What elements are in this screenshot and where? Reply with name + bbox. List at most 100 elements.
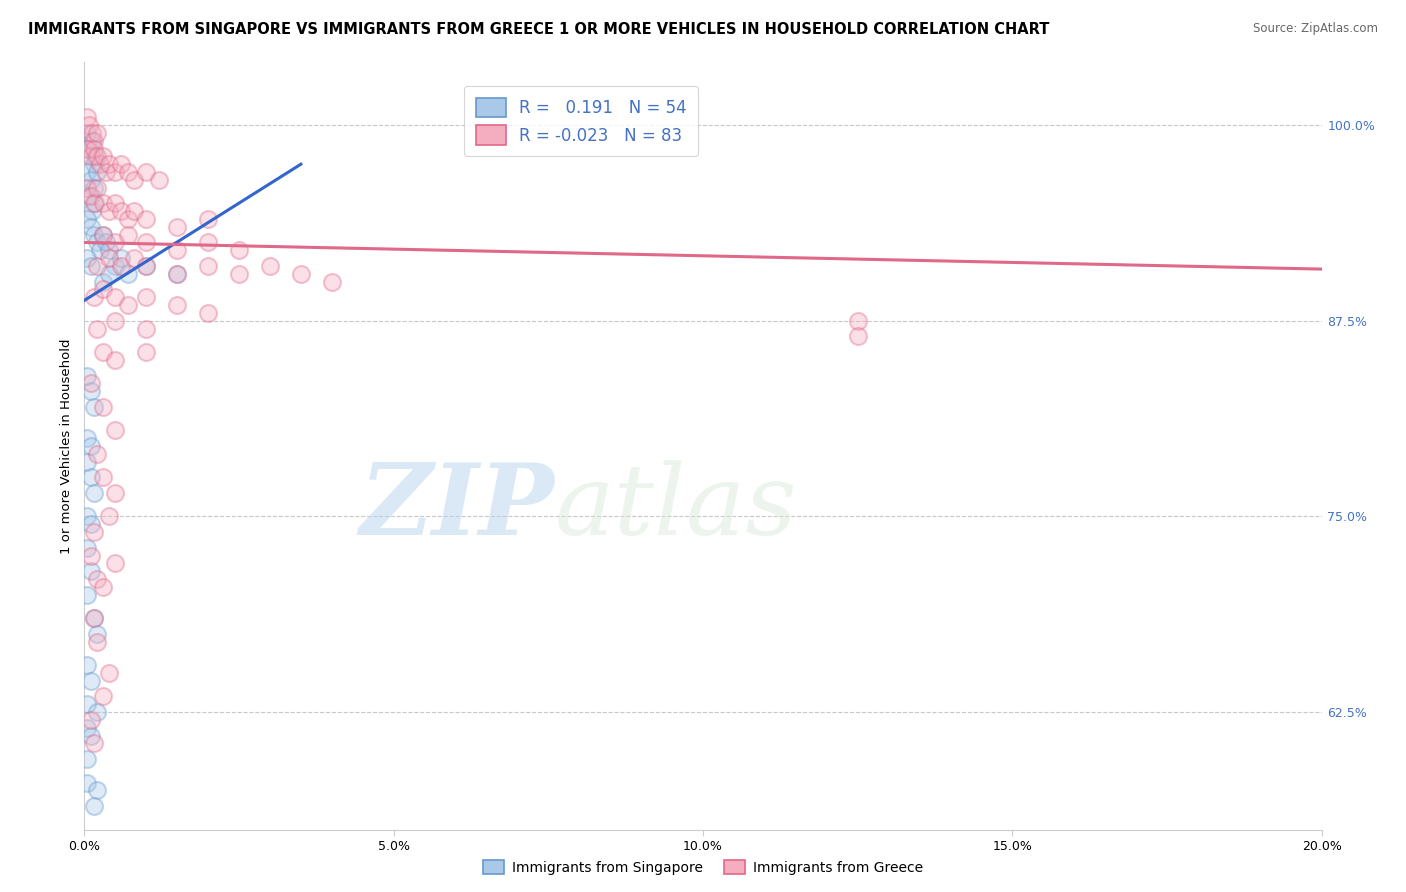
Point: [104, 352, 127, 367]
Legend: R =   0.191   N = 54, R = -0.023   N = 83: R = 0.191 N = 54, R = -0.023 N = 83: [464, 87, 699, 156]
Point: [166, 267, 188, 281]
Point: [79, 517, 101, 532]
Point: [83, 611, 105, 625]
Point: [110, 259, 132, 273]
Point: [76, 752, 98, 766]
Point: [98, 267, 121, 281]
Point: [110, 204, 132, 219]
Point: [104, 235, 127, 250]
Point: [117, 267, 139, 281]
Point: [80, 134, 103, 148]
Point: [79, 564, 101, 578]
Point: [79, 376, 101, 391]
Point: [76, 165, 98, 179]
Point: [98, 157, 121, 171]
Point: [79, 673, 101, 688]
Point: [197, 259, 219, 273]
Point: [76, 251, 98, 265]
Point: [83, 157, 105, 171]
Text: atlas: atlas: [554, 459, 797, 555]
Point: [76, 142, 98, 156]
Point: [79, 188, 101, 202]
Point: [76, 431, 98, 445]
Point: [228, 267, 250, 281]
Point: [91, 196, 114, 211]
Point: [86, 634, 108, 648]
Point: [76, 509, 98, 524]
Point: [83, 400, 105, 414]
Point: [122, 173, 145, 187]
Point: [104, 486, 127, 500]
Point: [86, 180, 108, 194]
Point: [98, 509, 121, 524]
Point: [117, 227, 139, 242]
Point: [79, 259, 101, 273]
Point: [91, 690, 114, 704]
Point: [166, 219, 188, 234]
Point: [135, 212, 157, 227]
Point: [110, 251, 132, 265]
Point: [83, 180, 105, 194]
Point: [98, 665, 121, 680]
Point: [86, 321, 108, 335]
Point: [117, 212, 139, 227]
Point: [104, 557, 127, 571]
Point: [83, 799, 105, 814]
Point: [104, 259, 127, 273]
Point: [86, 126, 108, 140]
Point: [228, 244, 250, 258]
Point: [94, 165, 117, 179]
Point: [80, 126, 103, 140]
Point: [76, 588, 98, 602]
Point: [86, 165, 108, 179]
Point: [83, 486, 105, 500]
Point: [104, 314, 127, 328]
Point: [135, 345, 157, 359]
Text: ZIP: ZIP: [360, 459, 554, 556]
Point: [259, 259, 281, 273]
Point: [86, 259, 108, 273]
Point: [321, 275, 343, 289]
Point: [79, 149, 101, 163]
Point: [89, 244, 111, 258]
Point: [79, 142, 101, 156]
Point: [290, 267, 312, 281]
Point: [197, 235, 219, 250]
Point: [83, 525, 105, 540]
Point: [79, 470, 101, 484]
Point: [122, 204, 145, 219]
Point: [79, 384, 101, 399]
Point: [86, 149, 108, 163]
Point: [76, 180, 98, 194]
Point: [91, 580, 114, 594]
Point: [79, 439, 101, 453]
Point: [91, 149, 114, 163]
Point: [166, 267, 188, 281]
Point: [79, 118, 101, 132]
Point: [76, 455, 98, 469]
Point: [98, 244, 121, 258]
Point: [76, 775, 98, 789]
Point: [76, 698, 98, 712]
Point: [76, 721, 98, 735]
Point: [166, 244, 188, 258]
Text: Source: ZipAtlas.com: Source: ZipAtlas.com: [1253, 22, 1378, 36]
Point: [86, 572, 108, 586]
Point: [98, 251, 121, 265]
Point: [846, 314, 869, 328]
Point: [86, 447, 108, 461]
Point: [91, 227, 114, 242]
Point: [104, 165, 127, 179]
Point: [79, 729, 101, 743]
Point: [91, 470, 114, 484]
Point: [76, 368, 98, 383]
Point: [79, 549, 101, 563]
Point: [91, 282, 114, 296]
Point: [83, 134, 105, 148]
Legend: Immigrants from Singapore, Immigrants from Greece: Immigrants from Singapore, Immigrants fr…: [477, 855, 929, 880]
Point: [76, 126, 98, 140]
Point: [104, 423, 127, 437]
Point: [86, 627, 108, 641]
Point: [135, 259, 157, 273]
Point: [135, 290, 157, 304]
